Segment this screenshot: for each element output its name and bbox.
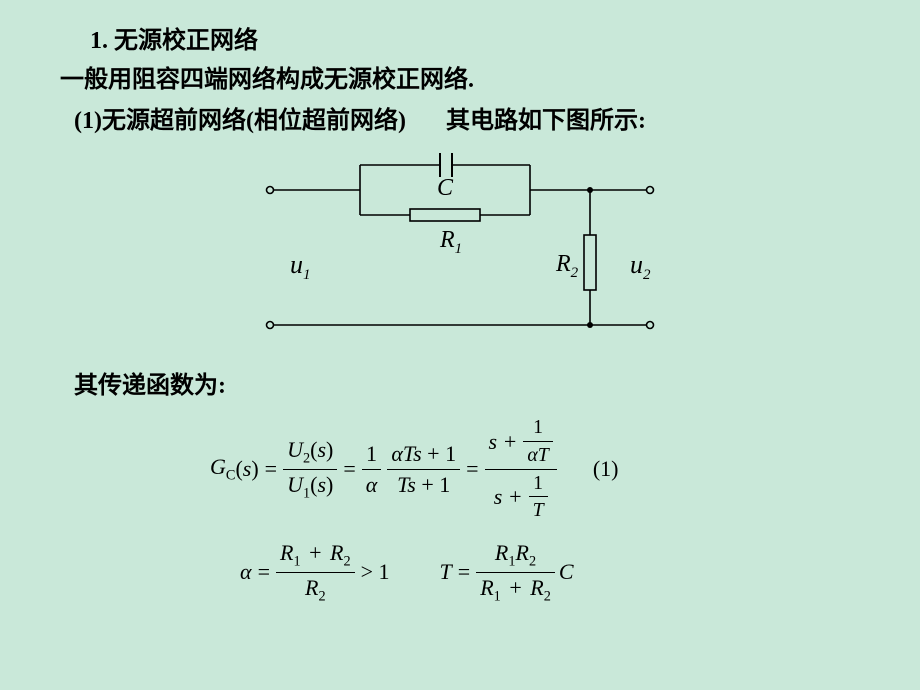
frac-big: s + 1 αT s + 1 T [485, 416, 557, 522]
subheading-1: (1)无源超前网络(相位超前网络) 其电路如下图所示: [74, 100, 830, 135]
label-R2: R2 [555, 251, 579, 281]
sym-Gc: GC [210, 454, 235, 484]
paragraph-transfer-fn: 其传递函数为: [74, 365, 830, 400]
sym-s: s [243, 456, 252, 482]
resistor-R1 [410, 209, 480, 221]
equation-1: GC (s) = U2(s) U1(s) = 1 α αTs [210, 416, 830, 522]
subheading-1a: (1)无源超前网络(相位超前网络) [74, 108, 406, 134]
label-u1: u1 [290, 250, 311, 283]
equation-block: GC (s) = U2(s) U1(s) = 1 α αTs [210, 416, 830, 605]
frac-alphaTs: αTs + 1 Ts + 1 [387, 441, 460, 497]
label-C: C [437, 175, 454, 201]
equation-alpha: α = R1 + R2 R2 > 1 [240, 540, 390, 605]
page: 1. 无源校正网络 一般用阻容四端网络构成无源校正网络. (1)无源超前网络(相… [0, 0, 920, 625]
terminal-out-top [647, 187, 654, 194]
frac-one-over-alpha: 1 α [362, 441, 382, 497]
subheading-1b: 其电路如下图所示: [446, 108, 646, 134]
resistor-R2 [584, 235, 596, 290]
terminal-in-bottom [267, 322, 274, 329]
equation-number-1: (1) [593, 456, 619, 482]
node-bottom [587, 322, 593, 328]
frac-U-ratio: U2(s) U1(s) [283, 437, 337, 502]
circuit-svg: C R1 R2 [230, 145, 690, 345]
label-u2: u2 [630, 250, 651, 283]
equation-T: T = R1R2 R1 + R2 C [440, 540, 574, 605]
label-R1: R1 [439, 227, 462, 257]
heading-1: 1. 无源校正网络 [90, 20, 830, 55]
terminal-out-bottom [647, 322, 654, 329]
circuit-diagram: C R1 R2 [230, 145, 690, 345]
paragraph-intro: 一般用阻容四端网络构成无源校正网络. [60, 59, 830, 94]
equation-2-row: α = R1 + R2 R2 > 1 T = [240, 540, 830, 605]
terminal-in-top [267, 187, 274, 194]
